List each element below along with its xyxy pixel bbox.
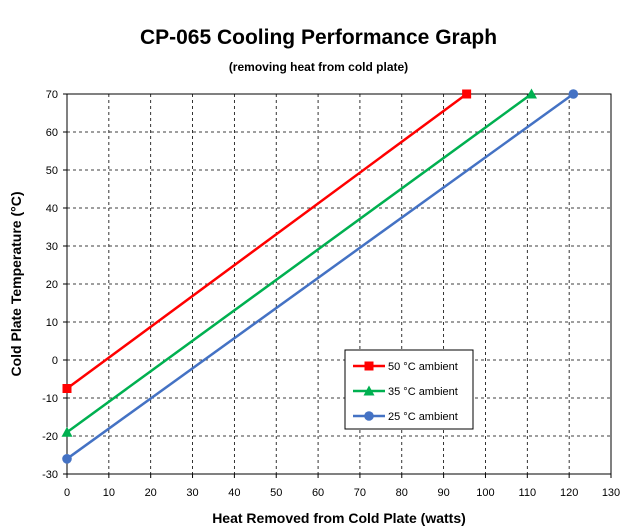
y-tick-label: 40 — [46, 203, 58, 215]
data-point — [62, 384, 72, 393]
data-point — [462, 89, 472, 99]
series-group — [61, 88, 579, 464]
x-tick-label: 40 — [228, 487, 240, 499]
x-tick-label: 110 — [519, 487, 537, 499]
y-tick-label: 60 — [46, 127, 58, 139]
x-tick-label: 120 — [560, 487, 578, 499]
data-point — [525, 88, 537, 99]
x-tick-label: 60 — [312, 487, 324, 499]
legend-marker — [363, 385, 375, 396]
x-tick-label: 20 — [145, 487, 157, 499]
x-axis-ticks: 0 10 20 30 40 50 60 70 80 90 100 110 120 130 — [64, 474, 620, 499]
y-tick-label: 70 — [46, 89, 58, 101]
x-tick-label: 0 — [64, 487, 70, 499]
y-tick-label: -20 — [42, 431, 58, 443]
legend-label: 35 °C ambient — [388, 386, 458, 398]
x-tick-label: 130 — [602, 487, 620, 499]
x-tick-label: 70 — [354, 487, 366, 499]
x-tick-label: 100 — [476, 487, 494, 499]
y-tick-label: 30 — [46, 241, 58, 253]
chart-title: CP-065 Cooling Performance Graph — [139, 26, 498, 49]
data-point — [61, 426, 73, 437]
grid-lines — [67, 94, 611, 474]
x-tick-label: 90 — [437, 487, 449, 499]
y-tick-label: 50 — [46, 165, 58, 177]
data-point — [62, 454, 72, 464]
legend-marker — [364, 361, 374, 371]
x-tick-label: 80 — [396, 487, 408, 499]
legend-label: 25 °C ambient — [388, 411, 458, 423]
legend: 50 °C ambient 35 °C ambient 25 °C ambient — [344, 349, 474, 430]
y-tick-label: 0 — [52, 355, 58, 367]
y-axis-ticks: -30 -20 -10 0 10 20 30 40 50 60 70 — [42, 89, 67, 481]
x-tick-label: 10 — [103, 487, 115, 499]
y-tick-label: 20 — [46, 279, 58, 291]
chart-subtitle: (removing heat from cold plate) — [228, 60, 409, 74]
series-line — [66, 92, 468, 390]
x-tick-label: 50 — [270, 487, 282, 499]
data-point — [568, 89, 579, 99]
x-axis-label: Heat Removed from Cold Plate (watts) — [212, 510, 466, 526]
series-line — [66, 92, 533, 434]
series-line — [66, 92, 575, 460]
legend-marker — [364, 411, 374, 421]
y-tick-label: 10 — [46, 317, 58, 329]
y-tick-label: -30 — [42, 469, 58, 481]
y-axis-label: Cold Plate Temperature (°C) — [8, 191, 24, 376]
legend-label: 50 °C ambient — [388, 361, 458, 373]
x-tick-label: 30 — [186, 487, 198, 499]
y-tick-label: -10 — [42, 393, 58, 405]
